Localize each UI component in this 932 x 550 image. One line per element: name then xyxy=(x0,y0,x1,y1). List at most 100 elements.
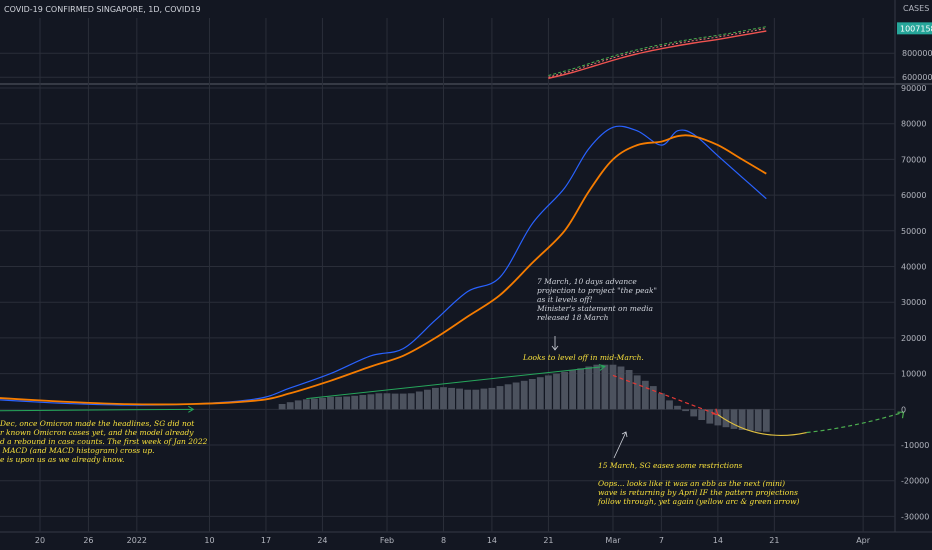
time-tick-label: 14 xyxy=(713,536,723,545)
grid-lines xyxy=(0,0,932,533)
time-axis[interactable]: 20262022101724Feb81421Mar71421Apr1118 xyxy=(35,536,932,545)
time-tick-label: 8 xyxy=(441,536,446,545)
chart-title: COVID-19 CONFIRMED SINGAPORE, 1D, COVID1… xyxy=(4,5,201,14)
histogram-bar xyxy=(351,395,359,410)
histogram-bar xyxy=(391,393,399,410)
histogram-bar xyxy=(674,405,681,410)
note-line: as it levels off! xyxy=(537,295,593,304)
histogram-bar xyxy=(311,398,318,410)
histogram-bar xyxy=(569,370,576,410)
histogram-bar xyxy=(424,389,431,410)
histogram-bar xyxy=(278,404,286,410)
histogram-bar xyxy=(415,391,423,410)
price-tick-label: -10000 xyxy=(901,441,929,450)
price-axis[interactable]: 600000 800000 1007158 90000 80000 70000 60000 5… xyxy=(897,22,932,521)
pointer-arrow xyxy=(613,431,627,459)
price-tick-label: 20000 xyxy=(901,334,926,343)
note-line: e is upon us as we already know. xyxy=(0,455,124,464)
histogram-bar xyxy=(440,387,447,410)
note-line: 7 March, 10 days advance xyxy=(537,277,637,286)
histogram-bar xyxy=(577,368,585,410)
price-tick-label: -20000 xyxy=(901,477,929,486)
histogram-bar xyxy=(658,393,665,410)
histogram-bar xyxy=(682,409,689,412)
annotations: 7 March, 10 days advance projection to pr… xyxy=(0,277,799,506)
projection-arrow-red xyxy=(612,374,719,416)
time-tick-label: Feb xyxy=(380,536,394,545)
histogram-bar xyxy=(601,364,609,410)
time-tick-label: 10 xyxy=(204,536,214,545)
note-level-off: Looks to level off in mid-March. xyxy=(522,353,644,362)
price-tick-label: 60000 xyxy=(901,191,926,200)
time-tick-label: Apr xyxy=(856,536,871,545)
note-december: Dec, once Omicron made the headlines, SG… xyxy=(0,419,208,464)
note-line: released 18 March xyxy=(537,313,609,322)
histogram-bar xyxy=(528,379,536,410)
time-tick-label: 20 xyxy=(35,536,45,545)
histogram-bar xyxy=(641,380,649,410)
histogram-bar xyxy=(633,375,641,410)
scale-label[interactable]: CASES xyxy=(903,4,929,13)
histogram-bar xyxy=(407,393,415,410)
histogram-bar xyxy=(480,388,488,410)
note-line: wave is returning by April IF the patter… xyxy=(598,488,798,497)
price-tick-label: 0 xyxy=(901,405,906,414)
price-tick-label: 40000 xyxy=(901,263,926,272)
histogram-bar xyxy=(343,396,351,410)
histogram-bar xyxy=(561,371,568,410)
histogram-bar xyxy=(698,409,706,420)
histogram-bar xyxy=(448,387,455,410)
histogram-bar xyxy=(722,409,730,428)
histogram-bar xyxy=(545,375,552,410)
trend-arrow-green xyxy=(0,408,194,412)
arrow-head xyxy=(621,431,628,438)
histogram-bar xyxy=(553,373,560,410)
price-tick-label: 50000 xyxy=(901,227,926,236)
price-tick-label: 80000 xyxy=(901,120,926,129)
histogram-bar xyxy=(432,387,439,410)
arrow-head xyxy=(897,411,905,419)
histogram-bar xyxy=(754,409,762,432)
cases-projection-line xyxy=(548,26,767,76)
histogram-bar xyxy=(359,395,367,410)
time-tick-label: 17 xyxy=(261,536,271,545)
histogram-bar xyxy=(399,393,407,410)
arrow-head xyxy=(598,364,606,371)
histogram-bar xyxy=(738,409,746,430)
time-tick-label: Mar xyxy=(605,536,621,545)
last-value-label: 1007158 xyxy=(900,24,932,33)
signal-line-orange xyxy=(0,134,767,406)
histogram-bar xyxy=(375,393,383,410)
histogram-bar xyxy=(593,364,601,410)
histogram-bar xyxy=(690,409,698,417)
time-tick-label: 7 xyxy=(659,536,664,545)
note-line: r known Omicron cases yet, and the model… xyxy=(0,428,194,437)
histogram-bar xyxy=(327,396,334,410)
price-tick-label: -30000 xyxy=(901,512,929,521)
histogram-bar xyxy=(286,402,294,410)
arrow-head xyxy=(551,345,559,351)
histogram-bar xyxy=(520,380,528,410)
price-tick-label: 70000 xyxy=(901,155,926,164)
histogram-bar xyxy=(617,366,625,410)
time-tick-label: 21 xyxy=(543,536,553,545)
histogram-bar xyxy=(319,397,326,410)
note-line: projection to project "the peak" xyxy=(537,286,657,295)
histogram-bar xyxy=(488,387,496,410)
trend-arrow-green xyxy=(306,365,605,400)
note-line: MACD (and MACD histogram) cross up. xyxy=(0,446,155,455)
histogram-bar xyxy=(714,409,722,426)
note-line: Oops... looks like it was an ebb as the … xyxy=(598,479,785,488)
note-march-7: 7 March, 10 days advance projection to pr… xyxy=(536,277,657,322)
note-line: 15 March, SG eases some restrictions xyxy=(598,461,743,470)
time-tick-label: 2022 xyxy=(127,536,147,545)
note-oops: Oops... looks like it was an ebb as the … xyxy=(597,479,799,506)
histogram-bar xyxy=(512,382,520,410)
histogram-bar xyxy=(472,389,480,410)
macd-panel xyxy=(0,125,905,437)
yellow-arc xyxy=(717,414,807,437)
histogram-bar xyxy=(383,393,391,410)
histogram-bar xyxy=(504,384,512,410)
